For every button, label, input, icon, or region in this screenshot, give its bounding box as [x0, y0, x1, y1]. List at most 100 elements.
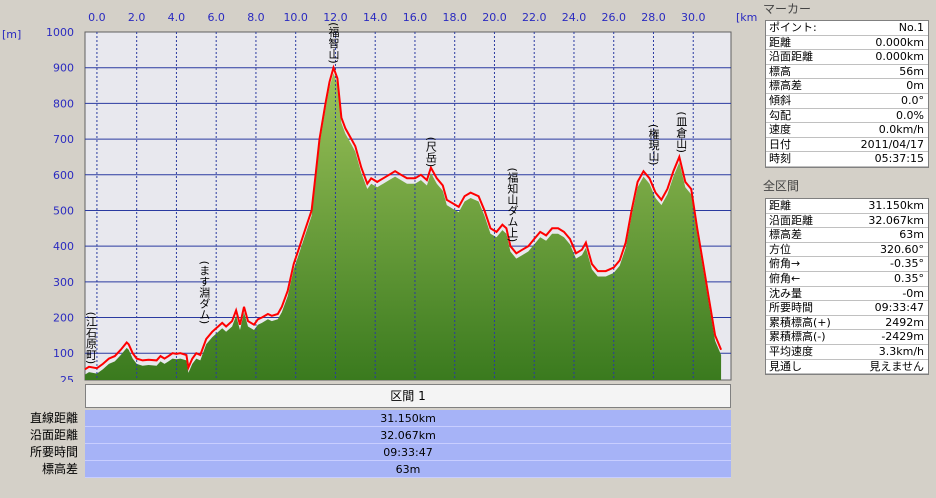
- info-label: 距離: [769, 199, 791, 212]
- route-line: [84, 64, 723, 372]
- peak-annotation: (尺岳): [424, 137, 437, 168]
- summary-value: 09:33:47: [85, 444, 731, 461]
- x-unit-label: [km]: [736, 11, 758, 24]
- info-row: 標高差 0m: [766, 79, 928, 94]
- info-value: 2492m: [885, 315, 924, 329]
- info-value: 0.000km: [875, 50, 924, 64]
- marker-panel-title: マーカー: [760, 1, 935, 17]
- info-label: 距離: [769, 35, 791, 49]
- marker-panel: ポイント: No.1 距離 0.000km 沿面距離 0.000km 標高 56m 標高差 0m 傾…: [765, 20, 929, 168]
- x-tick-label: 14.0: [363, 11, 388, 24]
- section-panel-title: 全区間: [760, 178, 935, 194]
- x-tick-label: 24.0: [562, 11, 587, 24]
- x-tick-label: 6.0: [207, 11, 225, 24]
- section-panel: 距離 31.150km 沿面距離 32.067km 標高差 63m 方位 320.60° 俯角→…: [765, 198, 929, 376]
- info-row: 勾配 0.0%: [766, 109, 928, 124]
- x-tick-label: 30.0: [681, 11, 706, 24]
- x-tick-label: 2.0: [128, 11, 146, 24]
- info-label: 俯角→: [769, 257, 801, 271]
- summary-label: 所要時間: [29, 445, 78, 459]
- x-tick-label: 28.0: [641, 11, 666, 24]
- info-label: 累積標高(-): [769, 330, 826, 344]
- elevation-chart-svg[interactable]: 0.0 2.0 4.0 6.0 8.0 10.0 12.0 14.0 16.0 18.0 20.0 2…: [0, 0, 758, 382]
- info-value: 2011/04/17: [860, 137, 924, 151]
- summary-row: 直線距離 31.150km: [0, 410, 758, 427]
- summary-label: 沿面距離: [29, 428, 78, 442]
- info-value: 320.60°: [880, 242, 924, 256]
- y-tick-label: 600: [53, 169, 74, 182]
- info-label: 沿面距離: [769, 50, 813, 64]
- info-label: 標高差: [769, 228, 802, 242]
- info-value: 0.000km: [875, 35, 924, 49]
- peak-annotation: (福智山): [327, 22, 340, 64]
- x-tick-label: 18.0: [442, 11, 467, 24]
- peak-annotation: (権現山): [647, 124, 660, 166]
- info-row: 沿面距離 0.000km: [766, 50, 928, 65]
- x-tick-label: 22.0: [522, 11, 547, 24]
- peak-annotation: (ます淵ダム): [198, 261, 211, 325]
- info-row: 方位 320.60°: [766, 243, 928, 258]
- info-value: 0m: [906, 79, 924, 93]
- section-summary: 区間 1 直線距離 31.150km 沿面距離 32.067km 所要時間 09…: [0, 382, 758, 498]
- y-tick-label: 400: [53, 240, 74, 253]
- info-row: ポイント: No.1: [766, 21, 928, 36]
- info-sidebar: マーカー ポイント: No.1 距離 0.000km 沿面距離 0.000km 標高 56m 標…: [759, 0, 936, 498]
- info-row: 日付 2011/04/17: [766, 138, 928, 153]
- info-row: 平均速度 3.3km/h: [766, 345, 928, 360]
- info-value: 32.067km: [868, 213, 924, 227]
- info-label: 累積標高(+): [769, 315, 831, 329]
- elevation-chart[interactable]: 0.0 2.0 4.0 6.0 8.0 10.0 12.0 14.0 16.0 18.0 20.0 2…: [0, 0, 758, 382]
- info-row: 標高差 63m: [766, 228, 928, 243]
- info-row: 累積標高(-) -2429m: [766, 330, 928, 345]
- info-row: 俯角→ -0.35°: [766, 257, 928, 272]
- summary-label: 標高差: [41, 462, 78, 476]
- info-value: 31.150km: [868, 199, 924, 212]
- summary-value: 32.067km: [85, 427, 731, 444]
- y-tick-label: 800: [53, 97, 74, 110]
- info-value: 09:33:47: [874, 301, 924, 315]
- info-label: 傾斜: [769, 93, 791, 107]
- y-tick-label: 700: [53, 133, 74, 146]
- x-tick-label: 12.0: [323, 11, 348, 24]
- x-tick-label: 8.0: [247, 11, 265, 24]
- info-label: 見通し: [769, 359, 802, 373]
- info-row: 見通し 見えません: [766, 360, 928, 375]
- info-label: 沿面距離: [769, 213, 813, 227]
- x-tick-label: 26.0: [601, 11, 626, 24]
- info-row: 距離 0.000km: [766, 36, 928, 51]
- info-label: 沈み量: [769, 286, 802, 300]
- info-row: 標高 56m: [766, 65, 928, 80]
- x-tick-label: 4.0: [168, 11, 186, 24]
- summary-value: 63m: [85, 461, 731, 478]
- info-value: -0m: [902, 286, 924, 300]
- y-unit-label: [m]: [2, 28, 21, 41]
- y-tick-label: 1000: [46, 26, 74, 39]
- summary-row: 沿面距離 32.067km: [0, 427, 758, 444]
- info-label: 俯角←: [769, 271, 801, 285]
- y-tick-label: 25: [60, 374, 74, 382]
- info-value: 0.0°: [901, 93, 924, 107]
- y-tick-label: 900: [53, 62, 74, 75]
- info-row: 速度 0.0km/h: [766, 123, 928, 138]
- summary-value: 31.150km: [85, 410, 731, 427]
- info-label: ポイント:: [769, 21, 817, 34]
- info-label: 方位: [769, 242, 791, 256]
- info-label: 勾配: [769, 108, 791, 122]
- info-label: 時刻: [769, 152, 791, 166]
- info-value: 3.3km/h: [878, 344, 924, 358]
- y-tick-label: 200: [53, 312, 74, 325]
- y-tick-label: 300: [53, 276, 74, 289]
- info-row: 距離 31.150km: [766, 199, 928, 214]
- x-tick-label: 20.0: [482, 11, 507, 24]
- info-row: 沿面距離 32.067km: [766, 214, 928, 229]
- info-value: 63m: [899, 228, 924, 242]
- info-label: 日付: [769, 137, 791, 151]
- x-tick-label: 16.0: [403, 11, 428, 24]
- info-label: 平均速度: [769, 344, 813, 358]
- info-row: 累積標高(+) 2492m: [766, 316, 928, 331]
- summary-label: 直線距離: [29, 411, 78, 425]
- info-value: 0.0km/h: [878, 123, 924, 137]
- info-value: 0.35°: [894, 271, 924, 285]
- peak-annotation: (皿倉山): [675, 111, 688, 153]
- section-header[interactable]: 区間 1: [85, 384, 731, 408]
